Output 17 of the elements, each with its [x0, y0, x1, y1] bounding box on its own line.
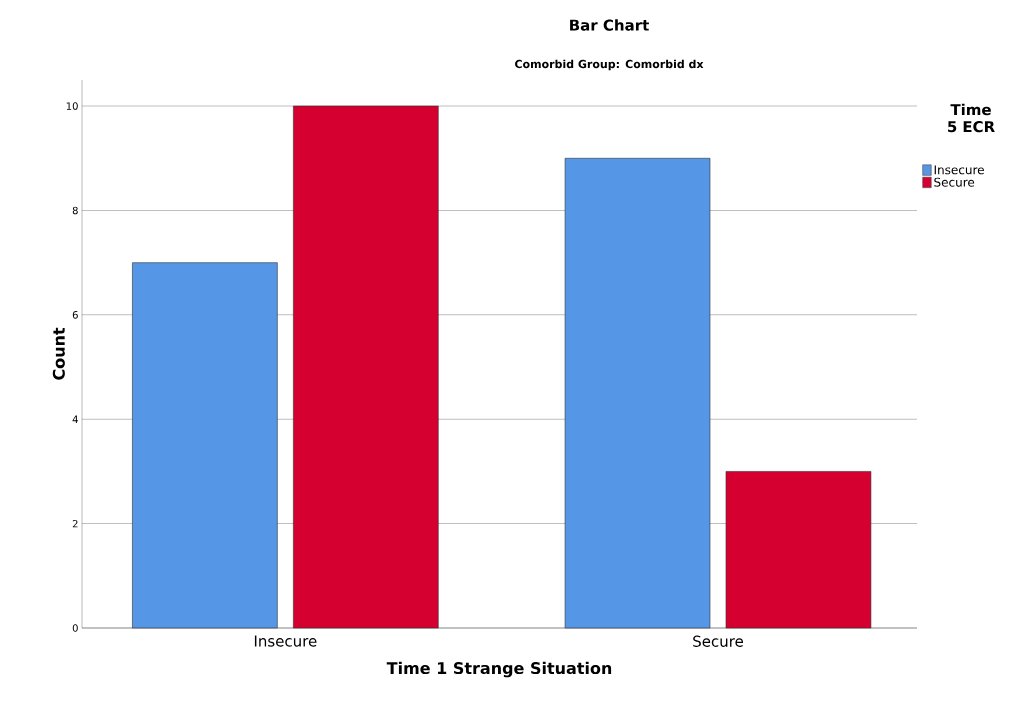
legend-title: Time 5 ECR	[948, 103, 995, 133]
y-tick-label: 8	[72, 206, 78, 215]
bar	[725, 471, 872, 629]
legend-label: Insecure	[934, 165, 984, 175]
y-axis-title: Count	[52, 327, 65, 380]
bar	[293, 105, 439, 629]
chart-subtitle: Comorbid Group: Comorbid dx	[515, 59, 704, 71]
y-tick-label: 0	[72, 624, 78, 632]
y-tick-label: 6	[72, 311, 78, 319]
y-tick-label: 4	[72, 415, 78, 423]
x-axis-title: Time 1 Strange Situation	[386, 661, 612, 678]
bar	[564, 157, 711, 629]
chart-title: Bar Chart	[570, 19, 649, 31]
bar	[132, 262, 278, 629]
y-tick-label: 10	[66, 102, 78, 110]
y-tick-label: 2	[72, 519, 78, 528]
legend-label: Secure	[934, 177, 975, 187]
